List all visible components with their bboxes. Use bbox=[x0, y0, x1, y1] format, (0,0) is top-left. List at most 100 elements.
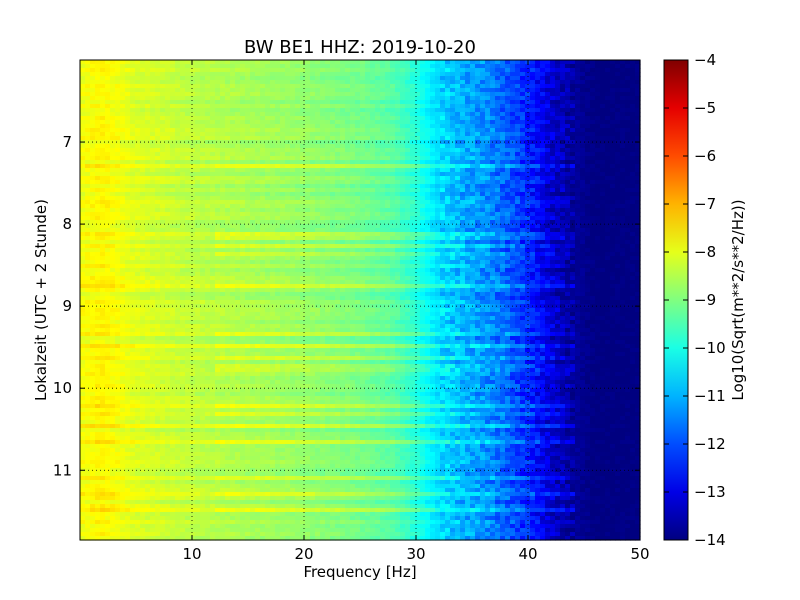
heatmap-cell bbox=[240, 236, 246, 241]
heatmap-cell bbox=[635, 104, 641, 109]
heatmap-cell bbox=[235, 140, 241, 145]
heatmap-cell bbox=[360, 120, 366, 125]
heatmap-cell bbox=[505, 76, 511, 81]
heatmap-cell bbox=[230, 224, 236, 229]
heatmap-cell bbox=[490, 152, 496, 157]
heatmap-cell bbox=[585, 88, 591, 93]
heatmap-cell bbox=[365, 220, 371, 225]
heatmap-cell bbox=[190, 88, 196, 93]
heatmap-cell bbox=[215, 72, 221, 77]
heatmap-cell bbox=[195, 80, 201, 85]
heatmap-cell bbox=[400, 172, 406, 177]
heatmap-cell bbox=[295, 184, 301, 189]
heatmap-cell bbox=[595, 196, 601, 201]
heatmap-cell bbox=[465, 124, 471, 129]
heatmap-cell bbox=[535, 72, 541, 77]
heatmap-cell bbox=[170, 60, 176, 65]
heatmap-cell bbox=[395, 228, 401, 233]
heatmap-cell bbox=[265, 112, 271, 117]
heatmap-cell bbox=[220, 128, 226, 133]
heatmap-cell bbox=[370, 60, 376, 65]
heatmap-cell bbox=[540, 156, 546, 161]
heatmap-cell bbox=[540, 76, 546, 81]
heatmap-cell bbox=[495, 180, 501, 185]
heatmap-cell bbox=[425, 72, 431, 77]
heatmap-cell bbox=[620, 104, 626, 109]
heatmap-cell bbox=[280, 184, 286, 189]
heatmap-cell bbox=[470, 232, 476, 237]
heatmap-cell bbox=[360, 228, 366, 233]
heatmap-cell bbox=[235, 156, 241, 161]
heatmap-cell bbox=[555, 112, 561, 117]
heatmap-cell bbox=[615, 100, 621, 105]
heatmap-cell bbox=[620, 208, 626, 213]
heatmap-cell bbox=[510, 124, 516, 129]
heatmap-cell bbox=[285, 156, 291, 161]
heatmap-cell bbox=[495, 80, 501, 85]
heatmap-cell bbox=[485, 132, 491, 137]
heatmap-cell bbox=[355, 168, 361, 173]
heatmap-cell bbox=[230, 76, 236, 81]
heatmap-cell bbox=[515, 132, 521, 137]
heatmap-cell bbox=[600, 156, 606, 161]
heatmap-cell bbox=[405, 176, 411, 181]
heatmap-cell bbox=[480, 192, 486, 197]
heatmap-cell bbox=[440, 208, 446, 213]
heatmap-cell bbox=[450, 136, 456, 141]
heatmap-cell bbox=[400, 164, 406, 169]
heatmap-cell bbox=[470, 132, 476, 137]
heatmap-cell bbox=[200, 200, 206, 205]
heatmap-cell bbox=[555, 72, 561, 77]
heatmap-cell bbox=[520, 112, 526, 117]
heatmap-cell bbox=[420, 80, 426, 85]
heatmap-cell bbox=[570, 120, 576, 125]
heatmap-cell bbox=[525, 192, 531, 197]
heatmap-cell bbox=[245, 88, 251, 93]
heatmap-cell bbox=[465, 128, 471, 133]
heatmap-cell bbox=[535, 64, 541, 69]
heatmap-cell bbox=[495, 216, 501, 221]
heatmap-cell bbox=[350, 184, 356, 189]
heatmap-cell bbox=[90, 68, 96, 73]
heatmap-cell bbox=[495, 208, 501, 213]
heatmap-cell bbox=[325, 172, 331, 177]
heatmap-cell bbox=[210, 144, 216, 149]
heatmap-cell bbox=[325, 144, 331, 149]
heatmap-cell bbox=[320, 104, 326, 109]
heatmap-cell bbox=[540, 132, 546, 137]
heatmap-cell bbox=[215, 140, 221, 145]
heatmap-cell bbox=[185, 196, 191, 201]
heatmap-cell bbox=[310, 160, 316, 165]
heatmap-cell bbox=[515, 228, 521, 233]
heatmap-cell bbox=[560, 168, 566, 173]
heatmap-cell bbox=[635, 72, 641, 77]
heatmap-cell bbox=[205, 200, 211, 205]
heatmap-cell bbox=[225, 96, 231, 101]
heatmap-cell bbox=[545, 108, 551, 113]
heatmap-cell bbox=[95, 152, 101, 157]
heatmap-cell bbox=[390, 200, 396, 205]
heatmap-cell bbox=[175, 136, 181, 141]
heatmap-cell bbox=[125, 172, 131, 177]
heatmap-cell bbox=[580, 140, 586, 145]
heatmap-cell bbox=[340, 224, 346, 229]
heatmap-cell bbox=[560, 232, 566, 237]
heatmap-cell bbox=[620, 220, 626, 225]
heatmap-cell bbox=[115, 60, 121, 65]
heatmap-cell bbox=[550, 188, 556, 193]
heatmap-cell bbox=[110, 224, 116, 229]
heatmap-cell bbox=[435, 196, 441, 201]
heatmap-cell bbox=[115, 224, 121, 229]
heatmap-cell bbox=[290, 192, 296, 197]
heatmap-cell bbox=[470, 164, 476, 169]
heatmap-cell bbox=[360, 216, 366, 221]
heatmap-cell bbox=[245, 228, 251, 233]
heatmap-cell bbox=[500, 196, 506, 201]
heatmap-cell bbox=[90, 72, 96, 77]
heatmap-cell bbox=[300, 84, 306, 89]
heatmap-cell bbox=[115, 124, 121, 129]
heatmap-cell bbox=[395, 184, 401, 189]
heatmap-cell bbox=[475, 200, 481, 205]
heatmap-cell bbox=[610, 124, 616, 129]
heatmap-cell bbox=[510, 148, 516, 153]
